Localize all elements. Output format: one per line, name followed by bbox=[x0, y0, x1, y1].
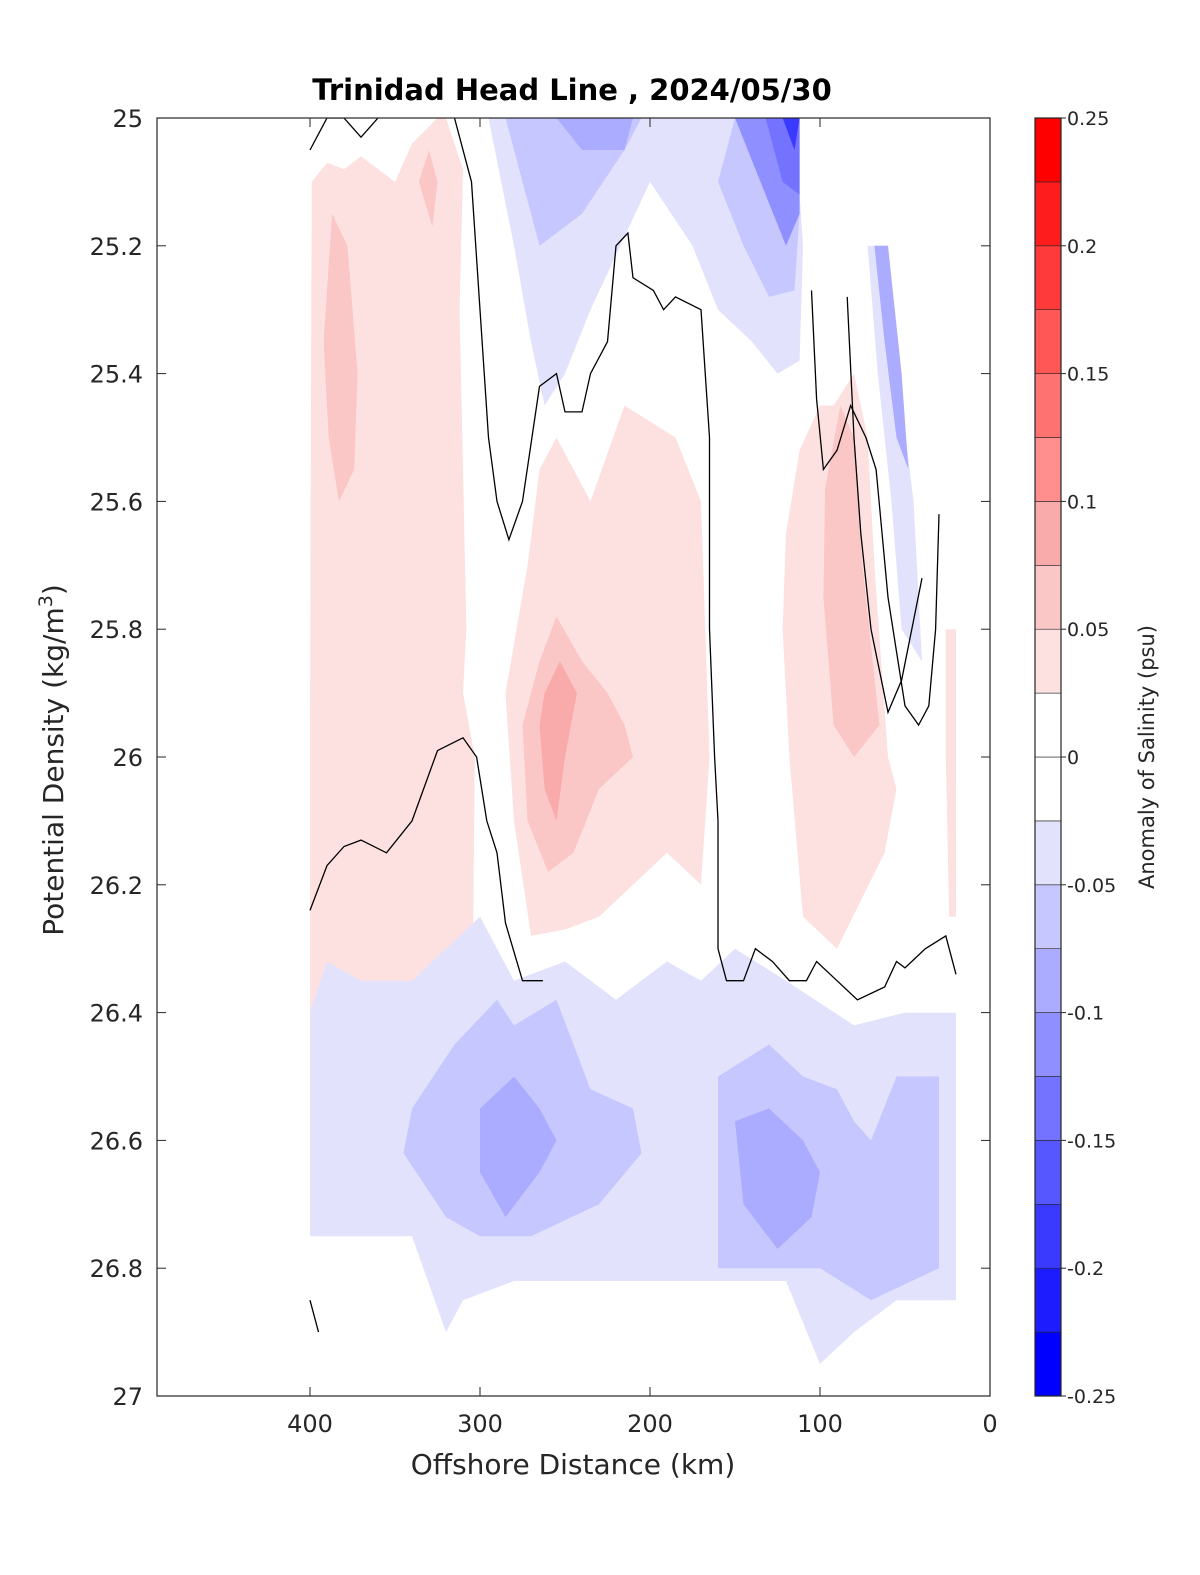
anomaly-region-8 bbox=[945, 629, 956, 917]
colorbar-cell bbox=[1034, 820, 1062, 886]
colorbar-cell bbox=[1034, 1140, 1062, 1205]
y-tick-label: 26 bbox=[112, 744, 143, 772]
colorbar-label: Anomaly of Salinity (psu) bbox=[1135, 625, 1159, 889]
colorbar-tick-label: -0.2 bbox=[1067, 1258, 1104, 1280]
anomaly-region-17 bbox=[874, 245, 909, 470]
y-axis-label-superscript: 3 bbox=[35, 595, 57, 607]
colorbar-cell bbox=[1034, 1076, 1062, 1141]
y-tick-label: 25.8 bbox=[90, 616, 143, 644]
colorbar-cell bbox=[1034, 884, 1062, 949]
anomaly-region-4 bbox=[522, 616, 633, 872]
colorbar-cell bbox=[1034, 948, 1062, 1013]
zero-contour-2 bbox=[309, 736, 543, 982]
y-axis-label-close: ) bbox=[37, 584, 70, 595]
y-tick-label: 25.2 bbox=[90, 233, 143, 261]
x-tick-label: 400 bbox=[287, 1410, 333, 1438]
filled-contours bbox=[310, 118, 956, 1364]
y-tick-label: 26.4 bbox=[90, 1000, 143, 1028]
anomaly-region-22 bbox=[735, 1108, 820, 1249]
colorbar-tick-label: -0.15 bbox=[1067, 1130, 1116, 1152]
anomaly-region-7 bbox=[823, 405, 880, 757]
colorbar: 0.25 0.2 0.15 0.1 0.05 0 -0.05 -0.1 -0.15 -0.2 -0.… bbox=[1034, 108, 1116, 1408]
colorbar-cell bbox=[1034, 1267, 1062, 1333]
y-axis-label-main: Potential Density (kg/m bbox=[37, 607, 70, 936]
anomaly-region-16 bbox=[867, 245, 922, 662]
x-tick-label: 100 bbox=[797, 1410, 843, 1438]
colorbar-tick-label: -0.05 bbox=[1067, 875, 1116, 897]
y-tick-label: 26.8 bbox=[90, 1255, 143, 1283]
colorbar-tick-label: 0.1 bbox=[1067, 491, 1097, 513]
x-tick-label: 300 bbox=[457, 1410, 503, 1438]
y-tick-label: 26.6 bbox=[90, 1127, 143, 1155]
colorbar-tick-label: -0.25 bbox=[1067, 1386, 1116, 1408]
colorbar-tick-label: 0 bbox=[1067, 747, 1079, 769]
colorbar-cell bbox=[1034, 692, 1062, 758]
zero-contour-lines bbox=[309, 118, 957, 1333]
colorbar-tick-label: 0.05 bbox=[1067, 619, 1109, 641]
x-axis-label: Offshore Distance (km) bbox=[411, 1448, 736, 1481]
y-tick-label: 25 bbox=[112, 105, 143, 133]
anomaly-region-21 bbox=[480, 1076, 557, 1218]
colorbar-cell bbox=[1034, 501, 1062, 566]
colorbar-cell bbox=[1034, 756, 1062, 822]
colorbar-cell bbox=[1034, 373, 1062, 438]
anomaly-region-5 bbox=[539, 661, 577, 821]
y-tick-label: 27 bbox=[112, 1383, 143, 1411]
zero-contour-5 bbox=[309, 1300, 320, 1333]
zero-contour-3 bbox=[810, 290, 940, 727]
y-tick-label: 25.4 bbox=[90, 361, 143, 389]
x-tick-label: 0 bbox=[982, 1410, 997, 1438]
anomaly-region-1 bbox=[323, 213, 358, 502]
chart-title: Trinidad Head Line , 2024/05/30 bbox=[312, 73, 832, 107]
x-tick-label: 200 bbox=[627, 1410, 673, 1438]
colorbar-cell bbox=[1034, 1012, 1062, 1077]
colorbar-cell bbox=[1034, 628, 1062, 694]
y-tick-label: 26.2 bbox=[90, 872, 143, 900]
y-axis-label: Potential Density (kg/m3) bbox=[35, 584, 70, 936]
zero-contour-0 bbox=[309, 118, 379, 151]
y-tick-label: 25.6 bbox=[90, 488, 143, 516]
anomaly-region-2 bbox=[418, 150, 438, 227]
colorbar-cell bbox=[1034, 1331, 1062, 1397]
colorbar-tick-label: -0.1 bbox=[1067, 1003, 1104, 1025]
colorbar-cell bbox=[1034, 245, 1062, 311]
colorbar-cell bbox=[1034, 181, 1062, 247]
y-axis-ticks: 25 25.2 25.4 25.6 25.8 26 26.2 26.4 26.6 26.8 27 bbox=[90, 105, 990, 1411]
colorbar-cell bbox=[1034, 564, 1062, 630]
colorbar-cell bbox=[1034, 117, 1062, 183]
colorbar-ticks: 0.25 0.2 0.15 0.1 0.05 0 -0.05 -0.1 -0.15 -0.2 -0.… bbox=[1061, 108, 1116, 1408]
colorbar-tick-label: 0.2 bbox=[1067, 236, 1097, 258]
colorbar-tick-label: 0.15 bbox=[1067, 364, 1109, 386]
plot-area: 400 300 200 100 0 25 25.2 25.4 25.6 25.8 26 26.2 26… bbox=[90, 105, 998, 1438]
colorbar-cell bbox=[1034, 1204, 1062, 1269]
colorbar-cell bbox=[1034, 309, 1062, 374]
anomaly-region-15 bbox=[782, 118, 800, 150]
x-axis-ticks: 400 300 200 100 0 bbox=[287, 118, 998, 1438]
colorbar-tick-label: 0.25 bbox=[1067, 108, 1109, 130]
anomaly-region-11 bbox=[556, 118, 633, 150]
colorbar-cells bbox=[1034, 117, 1062, 1397]
zero-contour-1 bbox=[453, 118, 957, 1001]
zero-contour-4 bbox=[846, 296, 923, 715]
colorbar-cell bbox=[1034, 437, 1062, 502]
